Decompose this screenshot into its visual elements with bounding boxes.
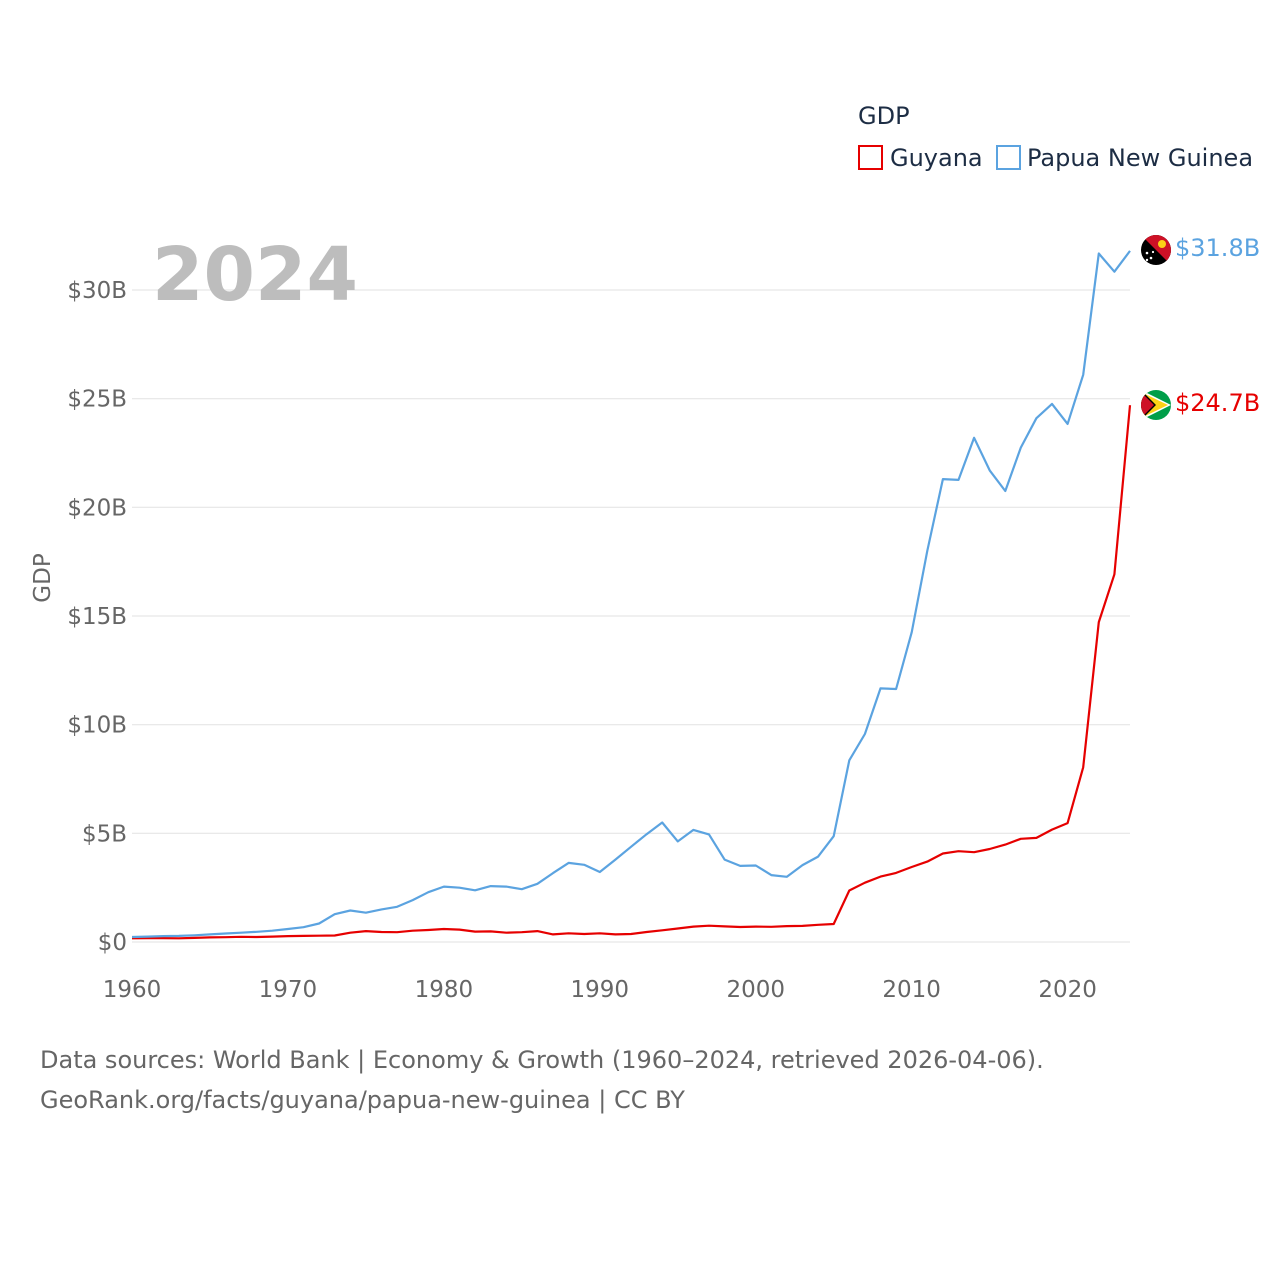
x-tick-label: 1990 — [571, 977, 630, 1003]
x-tick-label: 1970 — [259, 977, 318, 1003]
series-lines — [131, 250, 1132, 940]
legend-title: GDP — [858, 102, 910, 130]
legend-swatch-guyana — [858, 145, 883, 170]
y-tick-label: $10B — [67, 713, 127, 739]
legend-label-papua-new-guinea: Papua New Guinea — [1027, 144, 1253, 172]
gridlines — [132, 289, 1130, 943]
y-tick-label: $25B — [67, 387, 127, 413]
legend-item-guyana[interactable]: Guyana — [858, 144, 983, 172]
y-tick-label: $0 — [98, 930, 127, 956]
papua-new-guinea-flag-icon — [1141, 235, 1171, 265]
end-value-label-papua-new-guinea: $31.8B — [1175, 234, 1260, 262]
series-line-papua-new-guinea[interactable] — [131, 250, 1131, 939]
y-axis-tick-labels: $0 $5B $10B $15B $20B $25B $30B — [67, 278, 127, 956]
x-tick-label: 1980 — [415, 977, 474, 1003]
source-footer: Data sources: World Bank | Economy & Gro… — [40, 1040, 1044, 1120]
y-tick-label: $15B — [67, 604, 127, 630]
source-line: Data sources: World Bank | Economy & Gro… — [40, 1046, 1044, 1074]
legend-swatch-papua-new-guinea — [996, 145, 1021, 170]
y-axis-label: GDP — [30, 553, 56, 603]
y-tick-label: $20B — [67, 495, 127, 521]
legend-label-guyana: Guyana — [890, 144, 983, 172]
source-link[interactable]: GeoRank.org/facts/guyana/papua-new-guine… — [40, 1086, 685, 1114]
legend-item-papua-new-guinea[interactable]: Papua New Guinea — [996, 144, 1253, 172]
y-tick-label: $5B — [82, 821, 127, 847]
year-watermark: 2024 — [152, 232, 358, 318]
x-axis-tick-labels: 1960 1970 1980 1990 2000 2010 2020 — [103, 977, 1097, 1003]
series-line-guyana[interactable] — [131, 405, 1132, 940]
y-tick-label: $30B — [67, 278, 127, 304]
x-tick-label: 2010 — [882, 977, 941, 1003]
guyana-flag-icon — [1141, 390, 1171, 420]
end-value-label-guyana: $24.7B — [1175, 389, 1260, 417]
x-tick-label: 1960 — [103, 977, 162, 1003]
x-tick-label: 2000 — [726, 977, 785, 1003]
x-tick-label: 2020 — [1038, 977, 1097, 1003]
